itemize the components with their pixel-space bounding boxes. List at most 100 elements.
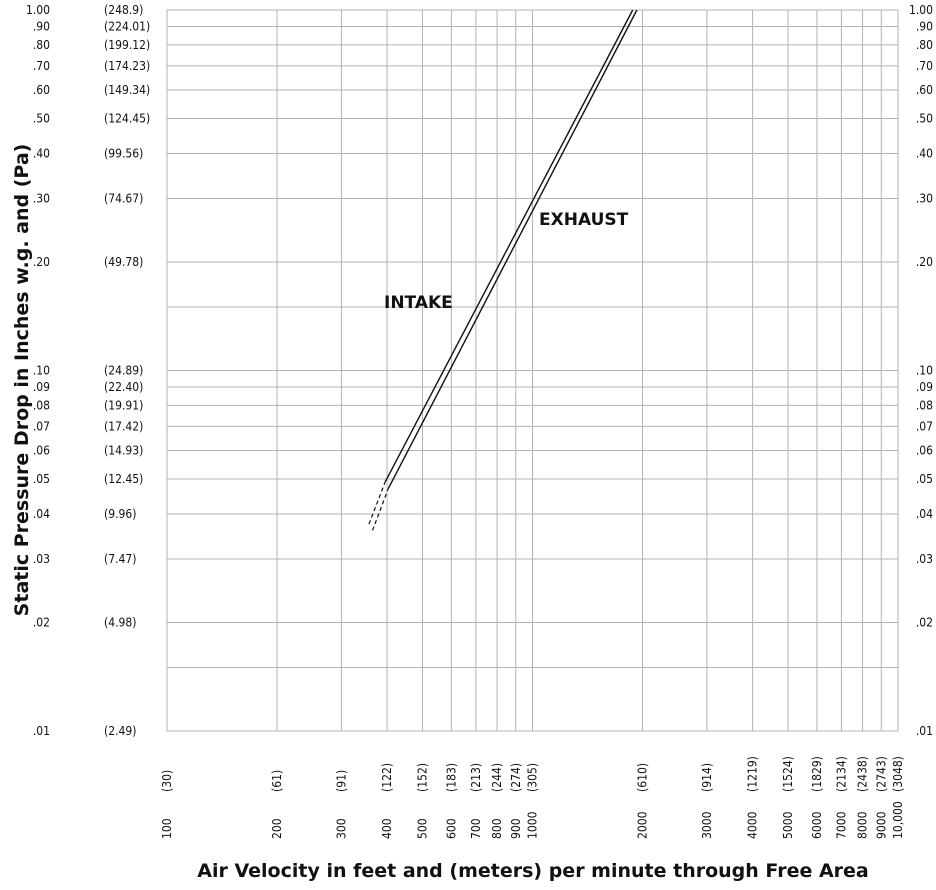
- y-tick-label-right: .05: [916, 472, 933, 486]
- y-tick-label-right: .03: [916, 552, 933, 566]
- x-tick-label: 900: [509, 818, 523, 839]
- plot-frame: [166, 9, 899, 732]
- x-tick-label: 400: [380, 818, 394, 839]
- x-tick-label: 3000: [700, 811, 714, 839]
- y-tick-label-right: .09: [916, 380, 933, 394]
- y-tick-label-left: .70: [33, 59, 50, 73]
- x-tick-label: 5000: [781, 811, 795, 839]
- y-tick-label-right: .40: [916, 146, 933, 160]
- x-tick-label: 6000: [810, 811, 824, 839]
- y-tick-metric-label: (124.45): [104, 112, 150, 126]
- y-axis-title: Static Pressure Drop in Inches w.g. and …: [11, 144, 33, 617]
- x-tick-metric-label: (91): [334, 770, 348, 792]
- y-tick-label-right: .01: [916, 724, 933, 738]
- x-tick-metric-label: (2438): [856, 756, 870, 792]
- y-tick-label-left: .60: [33, 83, 50, 97]
- y-tick-label-left: .40: [33, 146, 50, 160]
- x-tick-label: 500: [415, 818, 429, 839]
- x-tick-metric-label: (1524): [781, 756, 795, 792]
- x-tick-label: 700: [469, 818, 483, 839]
- y-tick-metric-label: (2.49): [104, 724, 136, 738]
- y-tick-label-left: .01: [33, 724, 50, 738]
- y-tick-metric-label: (4.98): [104, 615, 136, 629]
- x-tick-metric-label: (914): [700, 763, 714, 792]
- y-tick-label-left: .20: [33, 255, 50, 269]
- y-tick-metric-label: (248.9): [104, 3, 143, 17]
- y-tick-label-right: .10: [916, 364, 933, 378]
- intake-extrapolated-line: [368, 481, 386, 525]
- x-tick-metric-label: (305): [526, 763, 540, 792]
- y-tick-label-right: .07: [916, 419, 933, 433]
- y-tick-label-left: .03: [33, 552, 50, 566]
- y-tick-label-right: .04: [916, 507, 933, 521]
- exhaust-extrapolated-line: [371, 488, 389, 531]
- y-tick-label-right: .30: [916, 191, 933, 205]
- y-tick-label-right: .06: [916, 443, 933, 457]
- x-tick-label: 2000: [636, 811, 650, 839]
- y-tick-label-left: .30: [33, 191, 50, 205]
- x-tick-label: 600: [444, 818, 458, 839]
- x-axis-title: Air Velocity in feet and (meters) per mi…: [197, 860, 868, 882]
- x-tick-metric-label: (1219): [746, 756, 760, 792]
- tick-labels: 1.00 (248.9) 1.00 .90 (224.01) .90 .80 (199.12)…: [26, 3, 933, 839]
- y-tick-label-left: .05: [33, 472, 50, 486]
- y-tick-label-right: .80: [916, 38, 933, 52]
- x-tick-label: 8000: [856, 811, 870, 839]
- y-tick-label-left: .08: [33, 398, 50, 412]
- x-tick-label: 7000: [834, 811, 848, 839]
- y-tick-label-left: .90: [33, 19, 50, 33]
- x-tick-label: 9000: [874, 811, 888, 839]
- x-tick-metric-label: (1829): [810, 756, 824, 792]
- x-tick-metric-label: (610): [636, 763, 650, 792]
- x-tick-metric-label: (2134): [834, 756, 848, 792]
- x-tick-label: 200: [270, 818, 284, 839]
- y-tick-metric-label: (174.23): [104, 59, 150, 73]
- y-tick-label-right: .50: [916, 112, 933, 126]
- y-tick-label-left: .02: [33, 615, 50, 629]
- y-tick-label-left: 1.00: [26, 3, 50, 17]
- y-tick-metric-label: (74.67): [104, 191, 143, 205]
- x-tick-metric-label: (61): [270, 770, 284, 792]
- y-tick-label-left: .06: [33, 443, 50, 457]
- y-tick-metric-label: (24.89): [104, 364, 143, 378]
- x-tick-label: 4000: [746, 811, 760, 839]
- x-tick-metric-label: (2743): [874, 756, 888, 792]
- x-tick-metric-label: (3048): [891, 756, 905, 792]
- y-tick-label-right: .08: [916, 398, 933, 412]
- y-tick-label-right: 1.00: [909, 3, 933, 17]
- intake-line: [384, 9, 634, 483]
- y-tick-label-right: .02: [916, 615, 933, 629]
- y-tick-metric-label: (149.34): [104, 83, 150, 97]
- y-tick-label-right: .20: [916, 255, 933, 269]
- exhaust-label: EXHAUST: [539, 210, 629, 230]
- y-tick-label-left: .80: [33, 38, 50, 52]
- x-tick-metric-label: (30): [160, 770, 174, 792]
- x-tick-label: 300: [334, 818, 348, 839]
- x-tick-metric-label: (152): [415, 763, 429, 792]
- y-tick-metric-label: (19.91): [104, 398, 143, 412]
- y-tick-metric-label: (224.01): [104, 19, 150, 33]
- y-tick-metric-label: (49.78): [104, 255, 143, 269]
- y-tick-metric-label: (17.42): [104, 419, 143, 433]
- y-tick-label-left: .04: [33, 507, 50, 521]
- series-group: [368, 9, 638, 531]
- intake-label: INTAKE: [384, 293, 453, 313]
- y-tick-metric-label: (9.96): [104, 507, 136, 521]
- y-tick-metric-label: (7.47): [104, 552, 136, 566]
- y-tick-metric-label: (99.56): [104, 146, 143, 160]
- x-tick-label: 800: [490, 818, 504, 839]
- y-tick-label-right: .70: [916, 59, 933, 73]
- exhaust-line: [387, 9, 638, 490]
- x-tick-metric-label: (213): [469, 763, 483, 792]
- y-tick-metric-label: (22.40): [104, 380, 143, 394]
- y-tick-label-right: .60: [916, 83, 933, 97]
- y-tick-label-left: .09: [33, 380, 50, 394]
- x-tick-label: 10,000: [891, 801, 905, 839]
- y-tick-label-left: .07: [33, 419, 50, 433]
- x-tick-metric-label: (244): [490, 763, 504, 792]
- x-tick-metric-label: (274): [509, 763, 523, 792]
- x-tick-label: 100: [160, 818, 174, 839]
- y-tick-label-left: .10: [33, 364, 50, 378]
